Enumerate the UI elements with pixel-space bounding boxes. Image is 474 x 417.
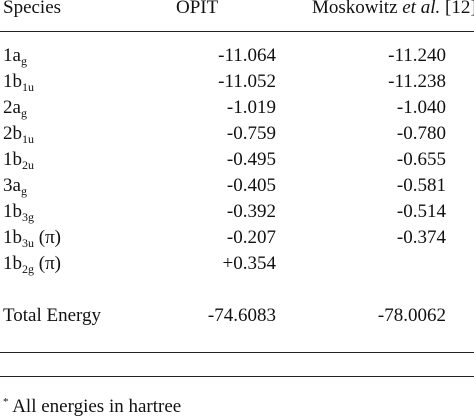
total-moskowitz-value: -78.0062	[377, 305, 446, 326]
species-subscript: g	[20, 184, 27, 198]
row-opit-value: -0.405	[226, 175, 276, 196]
species-base: 1a	[3, 45, 21, 66]
row-opit-value: +0.354	[222, 253, 276, 274]
row-species: 2ag	[3, 97, 27, 120]
row-species: 1ag	[3, 45, 27, 68]
row-opit-value: -11.064	[218, 45, 276, 66]
total-energy-label: Total Energy	[3, 305, 102, 326]
species-subscript: 2g	[22, 262, 34, 276]
row-moskowitz-value: -11.240	[388, 45, 446, 66]
species-base: 2b	[3, 123, 22, 144]
footnote-text: All energies in hartree	[12, 396, 182, 417]
row-moskowitz-value: -1.040	[396, 97, 446, 118]
row-opit-value: -0.759	[226, 123, 276, 144]
species-subscript: 2u	[22, 158, 34, 172]
species-base: 3a	[3, 175, 21, 196]
species-base: 1b	[3, 201, 22, 222]
header-moskowitz: Moskowitz et al. [12]	[312, 0, 474, 18]
header-bottom-rule	[0, 31, 474, 32]
table-bottom-rule	[0, 352, 474, 353]
total-opit-value: -74.6083	[207, 305, 276, 326]
row-opit-value: -0.392	[226, 201, 276, 222]
header-opit-label: OPIT	[176, 0, 219, 18]
row-moskowitz-value: -11.238	[388, 71, 446, 92]
row-opit-value: -0.495	[226, 149, 276, 170]
row-moskowitz-value: -0.514	[396, 201, 446, 222]
header-moskowitz-prefix: Moskowitz	[312, 0, 403, 18]
species-subscript: 1u	[22, 132, 34, 146]
row-moskowitz-value: -0.780	[396, 123, 446, 144]
species-subscript: 3u	[22, 236, 34, 250]
row-species: 2b1u	[3, 123, 34, 146]
footnote: * All energies in hartree	[3, 397, 181, 417]
row-species: 1b2g (π)	[3, 253, 61, 276]
row-species: 1b1u	[3, 71, 34, 94]
footnote-marker: *	[3, 396, 9, 408]
row-moskowitz-value: -0.374	[396, 227, 446, 248]
row-opit-value: -11.052	[218, 71, 276, 92]
row-opit-value: -0.207	[226, 227, 276, 248]
species-suffix: (π)	[34, 227, 61, 248]
species-base: 2a	[3, 97, 21, 118]
row-species: 1b3g	[3, 201, 34, 224]
species-subscript: 1u	[22, 80, 34, 94]
row-species: 1b2u	[3, 149, 34, 172]
species-base: 1b	[3, 71, 22, 92]
species-subscript: g	[20, 54, 27, 68]
header-species: Species	[3, 0, 61, 18]
header-species-label: Species	[3, 0, 62, 18]
species-base: 1b	[3, 149, 22, 170]
header-opit: OPIT	[176, 0, 218, 18]
header-moskowitz-ref: [12]	[440, 0, 474, 18]
species-base: 1b	[3, 253, 22, 274]
row-moskowitz-value: -0.655	[396, 149, 446, 170]
header-moskowitz-etal: et al.	[402, 0, 441, 18]
species-subscript: 3g	[22, 210, 34, 224]
row-species: 3ag	[3, 175, 27, 198]
species-suffix: (π)	[34, 253, 61, 274]
species-base: 1b	[3, 227, 22, 248]
footnote-rule	[0, 376, 474, 377]
row-species: 1b3u (π)	[3, 227, 61, 250]
row-moskowitz-value: -0.581	[396, 175, 446, 196]
species-subscript: g	[20, 106, 27, 120]
row-opit-value: -1.019	[226, 97, 276, 118]
